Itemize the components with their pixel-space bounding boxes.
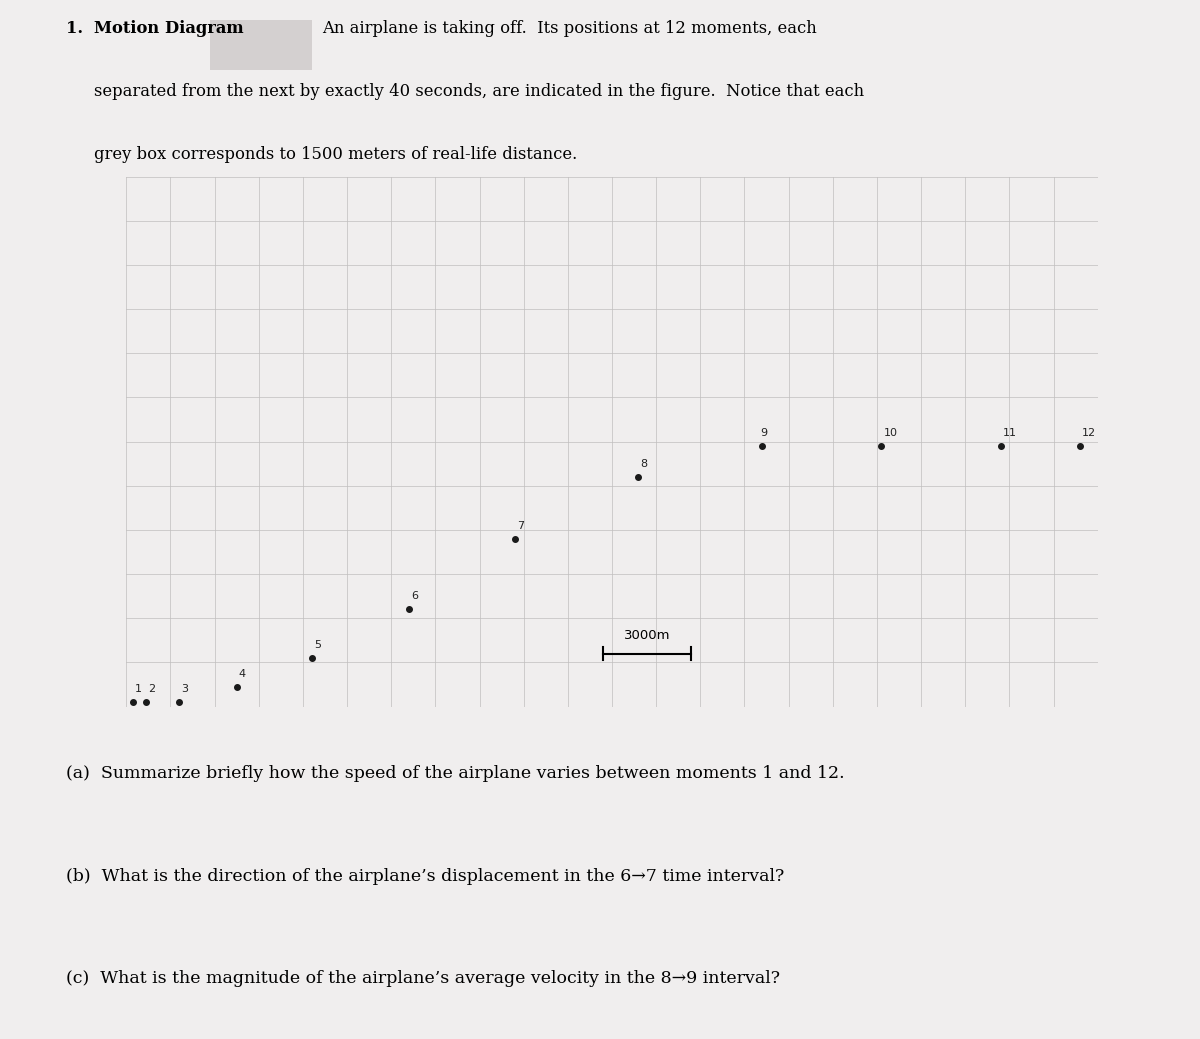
Text: 5: 5 — [314, 640, 320, 650]
Text: 11: 11 — [1003, 428, 1016, 438]
Text: (b)  What is the direction of the airplane’s displacement in the 6→7 time interv: (b) What is the direction of the airplan… — [66, 868, 785, 884]
Text: (c)  What is the magnitude of the airplane’s average velocity in the 8→9 interva: (c) What is the magnitude of the airplan… — [66, 970, 780, 987]
Text: 3: 3 — [181, 684, 188, 694]
Text: 10: 10 — [883, 428, 898, 438]
Text: 3000m: 3000m — [624, 630, 671, 642]
Text: 1: 1 — [136, 684, 142, 694]
Text: (a)  Summarize briefly how the speed of the airplane varies between moments 1 an: (a) Summarize briefly how the speed of t… — [66, 765, 845, 781]
Text: Motion Diagram: Motion Diagram — [94, 20, 244, 37]
Text: grey box corresponds to 1500 meters of real-life distance.: grey box corresponds to 1500 meters of r… — [94, 146, 577, 163]
Text: 1.: 1. — [66, 20, 83, 37]
Text: 7: 7 — [517, 521, 524, 531]
Text: separated from the next by exactly 40 seconds, are indicated in the figure.  Not: separated from the next by exactly 40 se… — [94, 83, 864, 100]
Text: 8: 8 — [641, 459, 648, 469]
Text: 6: 6 — [412, 591, 418, 602]
Text: 12: 12 — [1082, 428, 1097, 438]
Text: 2: 2 — [149, 684, 156, 694]
Text: 4: 4 — [239, 669, 246, 678]
FancyBboxPatch shape — [210, 20, 312, 70]
Text: 9: 9 — [760, 428, 767, 438]
Text: An airplane is taking off.  Its positions at 12 moments, each: An airplane is taking off. Its positions… — [322, 20, 816, 37]
